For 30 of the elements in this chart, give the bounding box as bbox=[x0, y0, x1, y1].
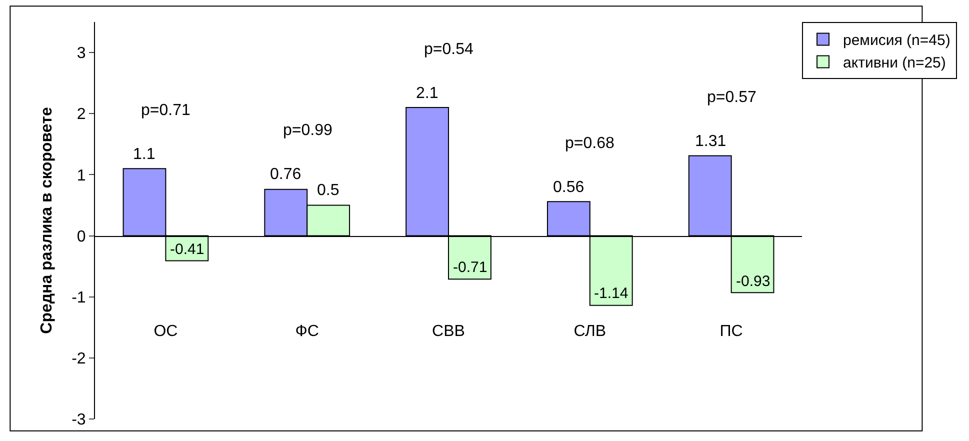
annotation: p=0.54 bbox=[424, 41, 474, 58]
y-tick-label: 2 bbox=[76, 106, 86, 124]
legend-label: активни (n=25) bbox=[843, 54, 946, 72]
data-label: 1.1 bbox=[133, 146, 156, 163]
data-label: -0.41 bbox=[170, 241, 204, 258]
annotation: p=0.99 bbox=[283, 122, 332, 139]
x-tick-label: СВВ bbox=[432, 322, 465, 340]
y-tick-label: -3 bbox=[72, 412, 86, 429]
y-tick-label: 1 bbox=[76, 167, 86, 184]
y-tick-label: 0 bbox=[76, 228, 86, 246]
data-label: -0.93 bbox=[736, 273, 770, 290]
data-label: 0.5 bbox=[317, 182, 340, 199]
x-tick-label: ФС bbox=[295, 322, 319, 340]
x-tick-label: ПС bbox=[720, 322, 743, 340]
y-tick-label: -2 bbox=[72, 350, 86, 368]
x-tick-label: ОС bbox=[154, 322, 178, 340]
annotation: p=0.57 bbox=[707, 89, 756, 106]
data-label: -0.71 bbox=[453, 259, 488, 276]
x-tick-label: СЛВ bbox=[574, 322, 606, 340]
y-tick-label: -1 bbox=[72, 289, 86, 306]
y-axis-title: Средна разлика в скоровете bbox=[38, 107, 56, 334]
annotation: p=0.71 bbox=[141, 102, 190, 119]
legend-label: ремисия (n=45) bbox=[843, 32, 950, 50]
data-label: -1.14 bbox=[594, 285, 628, 302]
annotation: p=0.68 bbox=[565, 135, 614, 152]
data-label: 2.1 bbox=[416, 85, 438, 102]
data-label: 1.31 bbox=[695, 133, 726, 150]
y-tick-label: 3 bbox=[76, 45, 86, 62]
data-label: 0.76 bbox=[270, 166, 302, 183]
data-label: 0.56 bbox=[553, 179, 584, 196]
